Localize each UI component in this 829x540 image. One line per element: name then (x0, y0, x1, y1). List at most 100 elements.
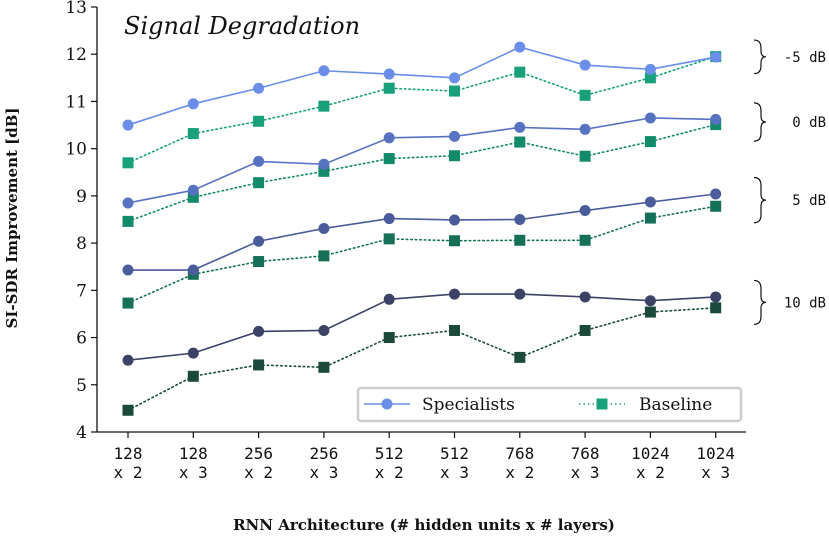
specialists-point (710, 291, 722, 303)
baseline-point (383, 153, 395, 165)
x-tick-label-layers: x 2 (244, 463, 273, 482)
legend: Specialists Baseline (356, 386, 743, 423)
baseline-point (514, 234, 526, 246)
baseline-line (127, 123, 717, 223)
x-tick-label-layers: x 2 (636, 463, 665, 482)
x-tick-label-layers: x 3 (701, 463, 730, 482)
baseline-point (318, 250, 330, 262)
baseline-point (579, 324, 591, 336)
baseline-point (449, 324, 460, 336)
baseline-point (253, 359, 265, 371)
x-tick-label-units: 512 (440, 444, 469, 463)
baseline-point (122, 297, 134, 309)
baseline-point (514, 351, 526, 363)
baseline-point (187, 128, 199, 140)
x-tick-label-layers: x 2 (114, 463, 143, 482)
specialists-point (514, 121, 526, 133)
x-tick-label-units: 128 (114, 444, 143, 463)
baseline-point (318, 100, 330, 112)
y-tick-label: 7 (76, 281, 87, 301)
x-tick-label-units: 1024 (696, 444, 735, 463)
baseline-line (127, 55, 717, 164)
y-tick-label: 8 (76, 234, 87, 254)
legend-frame (356, 386, 743, 423)
specialists-point (449, 214, 460, 226)
specialists-point (122, 197, 134, 209)
specialists-point (383, 213, 395, 225)
specialists-point (383, 132, 395, 144)
legend-specialists-label: Specialists (422, 395, 515, 415)
legend-specialists-marker (381, 398, 393, 410)
specialists-point (710, 188, 722, 200)
specialists-point (514, 41, 526, 53)
group-label: 10 dB (784, 295, 826, 311)
specialists-point (514, 214, 526, 225)
specialists-point (253, 235, 265, 247)
specialists-point (644, 196, 656, 208)
baseline-point (253, 177, 265, 189)
group-brace (753, 279, 767, 325)
baseline-point (253, 256, 265, 268)
baseline-point (644, 136, 656, 148)
baseline-point (644, 212, 656, 224)
baseline-point (122, 157, 134, 169)
specialists-point (383, 293, 395, 305)
y-tick-label: 13 (65, 0, 87, 18)
specialists-point (514, 288, 526, 300)
specialists-line (127, 46, 716, 126)
baseline-line (127, 205, 717, 304)
series-group (122, 288, 722, 416)
specialists-point (187, 347, 199, 359)
x-axis-title: RNN Architecture (# hidden units x # lay… (233, 516, 615, 534)
baseline-point (644, 306, 656, 318)
specialists-point (644, 63, 656, 75)
baseline-point (318, 361, 330, 373)
baseline-line (127, 307, 717, 412)
y-tick-label: 10 (65, 140, 87, 160)
y-tick-label: 5 (76, 376, 87, 396)
specialists-point (579, 205, 591, 217)
x-tick-label-units: 256 (309, 444, 338, 463)
specialists-point (710, 113, 722, 125)
specialists-point (187, 184, 199, 196)
specialists-point (318, 222, 330, 234)
baseline-point (644, 72, 656, 84)
chart-title: Signal Degradation (124, 12, 360, 40)
baseline-point (187, 370, 199, 382)
legend-baseline-marker (596, 398, 608, 410)
baseline-point (579, 234, 591, 246)
specialists-point (122, 354, 134, 366)
specialists-point (253, 82, 265, 94)
baseline-point (449, 150, 460, 162)
legend-baseline-label: Baseline (639, 395, 712, 415)
baseline-point (710, 200, 722, 212)
x-tick-label-layers: x 3 (571, 463, 600, 482)
specialists-point (318, 65, 330, 77)
baseline-point (514, 66, 526, 78)
specialists-point (579, 291, 591, 303)
y-tick-label: 6 (76, 329, 87, 349)
baseline-point (579, 89, 591, 101)
x-tick-label-layers: x 3 (440, 463, 469, 482)
y-tick-label: 4 (76, 423, 87, 443)
y-tick-label: 12 (65, 45, 87, 65)
group-label: 0 dB (792, 115, 826, 131)
group-labels: -5 dB 0 dB 5 dB 10 dB (753, 39, 826, 325)
specialists-point (579, 59, 591, 71)
series-group (122, 41, 722, 169)
y-axis-title: SI-SDR Improvement [dB] (3, 108, 21, 329)
x-tick-label-layers: x 3 (179, 463, 208, 482)
baseline-point (579, 150, 591, 162)
x-tick-label-units: 768 (571, 444, 600, 463)
group-brace (753, 102, 767, 142)
baseline-point (383, 233, 395, 245)
baseline-point (187, 191, 199, 203)
specialists-point (383, 68, 395, 80)
series-group (122, 188, 722, 309)
baseline-point (710, 302, 722, 314)
group-brace (753, 39, 767, 75)
specialists-point (579, 123, 591, 135)
baseline-point (514, 136, 526, 148)
baseline-point (383, 82, 395, 94)
